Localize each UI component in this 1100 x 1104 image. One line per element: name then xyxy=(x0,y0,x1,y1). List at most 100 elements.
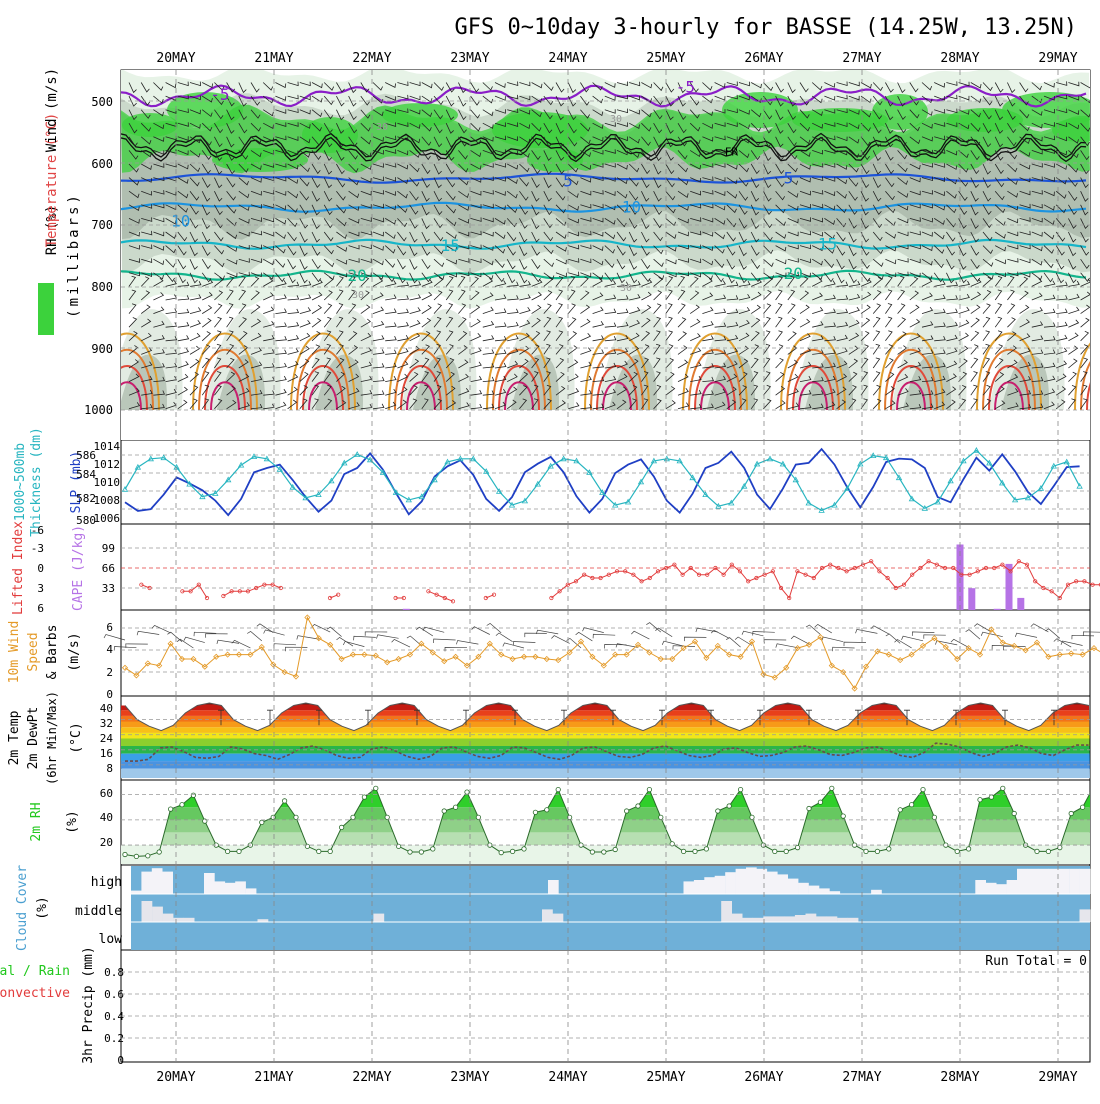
wind-barb xyxy=(1080,163,1090,175)
wind-barb xyxy=(592,95,603,104)
cloud-high-bar xyxy=(704,877,715,894)
wind-barb xyxy=(702,292,714,301)
label-wind: Wind (m/s) xyxy=(44,68,60,152)
temp-bands xyxy=(121,703,1090,778)
thickness-point xyxy=(973,446,980,453)
rh-band xyxy=(125,807,1090,820)
wind10-barb xyxy=(805,624,821,635)
wind-barb xyxy=(348,345,359,355)
wind-barb xyxy=(982,95,993,106)
wind-barb xyxy=(201,136,212,146)
wind-barb xyxy=(153,190,165,195)
wind-barb xyxy=(946,321,958,328)
wind-barb xyxy=(140,150,152,158)
wind-barb xyxy=(409,319,421,328)
wind-barb xyxy=(824,294,836,301)
rh-point xyxy=(1045,848,1052,855)
wind10-speed-point xyxy=(942,643,949,651)
wind-barb xyxy=(726,281,739,287)
wind-barb xyxy=(628,345,640,355)
rh-point xyxy=(874,848,881,855)
wind-barb xyxy=(214,218,224,229)
wind-barb xyxy=(1056,281,1068,287)
wind-barb xyxy=(1055,218,1066,228)
wind-barb xyxy=(799,109,810,119)
wind-barb xyxy=(580,290,590,301)
wind10-barb xyxy=(285,646,308,652)
wind-barb xyxy=(653,245,664,255)
wind-barb xyxy=(1043,245,1054,254)
wind-barb xyxy=(482,272,494,280)
wind-barb xyxy=(799,230,812,236)
wind-barb xyxy=(323,150,333,161)
wind-barb xyxy=(848,306,860,314)
wind-barb xyxy=(1007,150,1018,160)
wind-barb xyxy=(311,136,322,146)
slp-tick-label: 1012 xyxy=(94,458,121,471)
wind-barb xyxy=(616,386,628,396)
wind-barb xyxy=(616,245,626,256)
wind-barb xyxy=(860,258,870,269)
wind-barb xyxy=(1068,332,1079,342)
wind-barb xyxy=(494,401,507,410)
wind-barb xyxy=(885,109,894,121)
wind-barb xyxy=(580,403,592,410)
rh-point xyxy=(190,792,196,798)
wind-barb xyxy=(726,245,736,256)
boundary-isotherm xyxy=(1093,382,1100,410)
wind-barb xyxy=(714,231,725,240)
wind-barb xyxy=(445,385,456,396)
wind-barb xyxy=(360,272,372,278)
wind-barb xyxy=(494,218,506,225)
li-point xyxy=(729,562,734,567)
wind-barb xyxy=(458,82,467,94)
wind10-speed-point xyxy=(133,672,140,679)
wind-barb xyxy=(336,204,347,214)
wind-barb xyxy=(653,316,662,328)
thickness-point xyxy=(624,498,632,505)
wind-barb xyxy=(226,245,238,252)
rh-point xyxy=(361,794,367,800)
wind-barb xyxy=(934,135,946,141)
wind-barb xyxy=(226,330,234,342)
wind-barb xyxy=(1068,231,1077,243)
slp-tick-label: 1006 xyxy=(94,512,121,525)
rh-point xyxy=(794,844,801,851)
wind10-speed-point xyxy=(931,635,938,642)
wind-barb xyxy=(397,122,409,127)
wind-barb xyxy=(665,150,674,161)
wind-barb xyxy=(872,384,881,396)
rh2m-tick-label: 40 xyxy=(100,811,113,824)
wind-barb xyxy=(1080,150,1090,161)
thickness-point xyxy=(1011,496,1019,503)
wind-barb xyxy=(287,245,297,256)
wind-barb xyxy=(189,332,201,342)
wind-barb xyxy=(372,306,385,314)
li-point xyxy=(754,575,759,581)
wind-barb xyxy=(311,331,321,342)
wind-barb xyxy=(287,108,299,114)
wind-barb xyxy=(214,330,222,342)
wind-barb xyxy=(872,398,882,410)
wind-barb xyxy=(360,177,372,183)
wind-barb xyxy=(568,218,579,224)
wind-barb xyxy=(958,177,969,187)
wind-barb xyxy=(299,307,312,314)
wind-barb xyxy=(1031,390,1044,396)
wind-barb xyxy=(836,81,848,87)
wind-barb xyxy=(580,230,592,236)
wind-barb xyxy=(592,136,604,142)
temp-minmax xyxy=(561,709,567,726)
wind-barb xyxy=(263,245,274,251)
wind-barb xyxy=(836,122,848,128)
wind-barb xyxy=(433,357,441,369)
wind-barb xyxy=(1019,109,1030,119)
wind-barb xyxy=(360,109,371,119)
cape-plot xyxy=(121,544,1100,610)
wind-barb xyxy=(1080,317,1090,328)
wind10-barb xyxy=(247,630,263,642)
wind10-speed-point xyxy=(224,651,231,658)
cloud-high-bar xyxy=(1027,868,1039,894)
wind-barb xyxy=(1043,349,1056,355)
wind-barb xyxy=(872,316,881,328)
